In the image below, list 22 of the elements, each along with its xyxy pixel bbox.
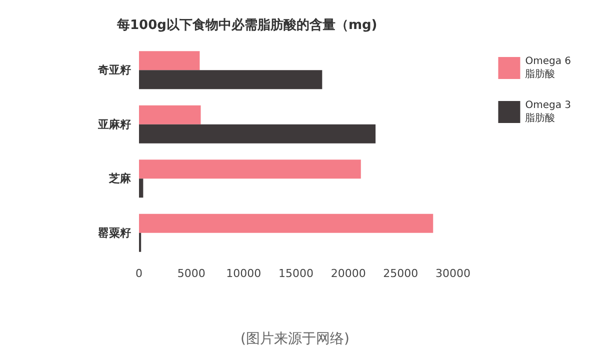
bar — [139, 178, 144, 198]
x-tick-label: 15000 — [278, 267, 314, 280]
legend-label: Omega 3 脂肪酸 — [525, 100, 571, 124]
chart-title: 每100g以下食物中必需脂肪酸的含量（mg) — [116, 17, 378, 33]
bar — [139, 70, 322, 90]
x-tick-label: 20000 — [330, 267, 366, 280]
bar — [139, 51, 200, 70]
bar — [139, 160, 361, 179]
text: (图片来源于网络) — [240, 331, 350, 347]
x-tick-label: 0 — [136, 267, 142, 280]
x-tick-label: 5000 — [177, 267, 206, 280]
y-tick-label: 奇亚籽 — [97, 64, 131, 77]
y-tick-label: 芝麻 — [108, 172, 132, 186]
bar — [139, 124, 376, 144]
y-tick-label: 亚麻籽 — [97, 118, 131, 131]
bar — [139, 214, 434, 233]
y-tick-label: 罂粟籽 — [98, 226, 131, 240]
bar — [139, 105, 201, 124]
x-tick-label: 10000 — [226, 267, 262, 280]
x-tick-label: 30000 — [436, 267, 470, 280]
x-tick-label: 25000 — [383, 267, 418, 280]
legend-label: Omega 6 脂肪酸 — [525, 56, 571, 80]
